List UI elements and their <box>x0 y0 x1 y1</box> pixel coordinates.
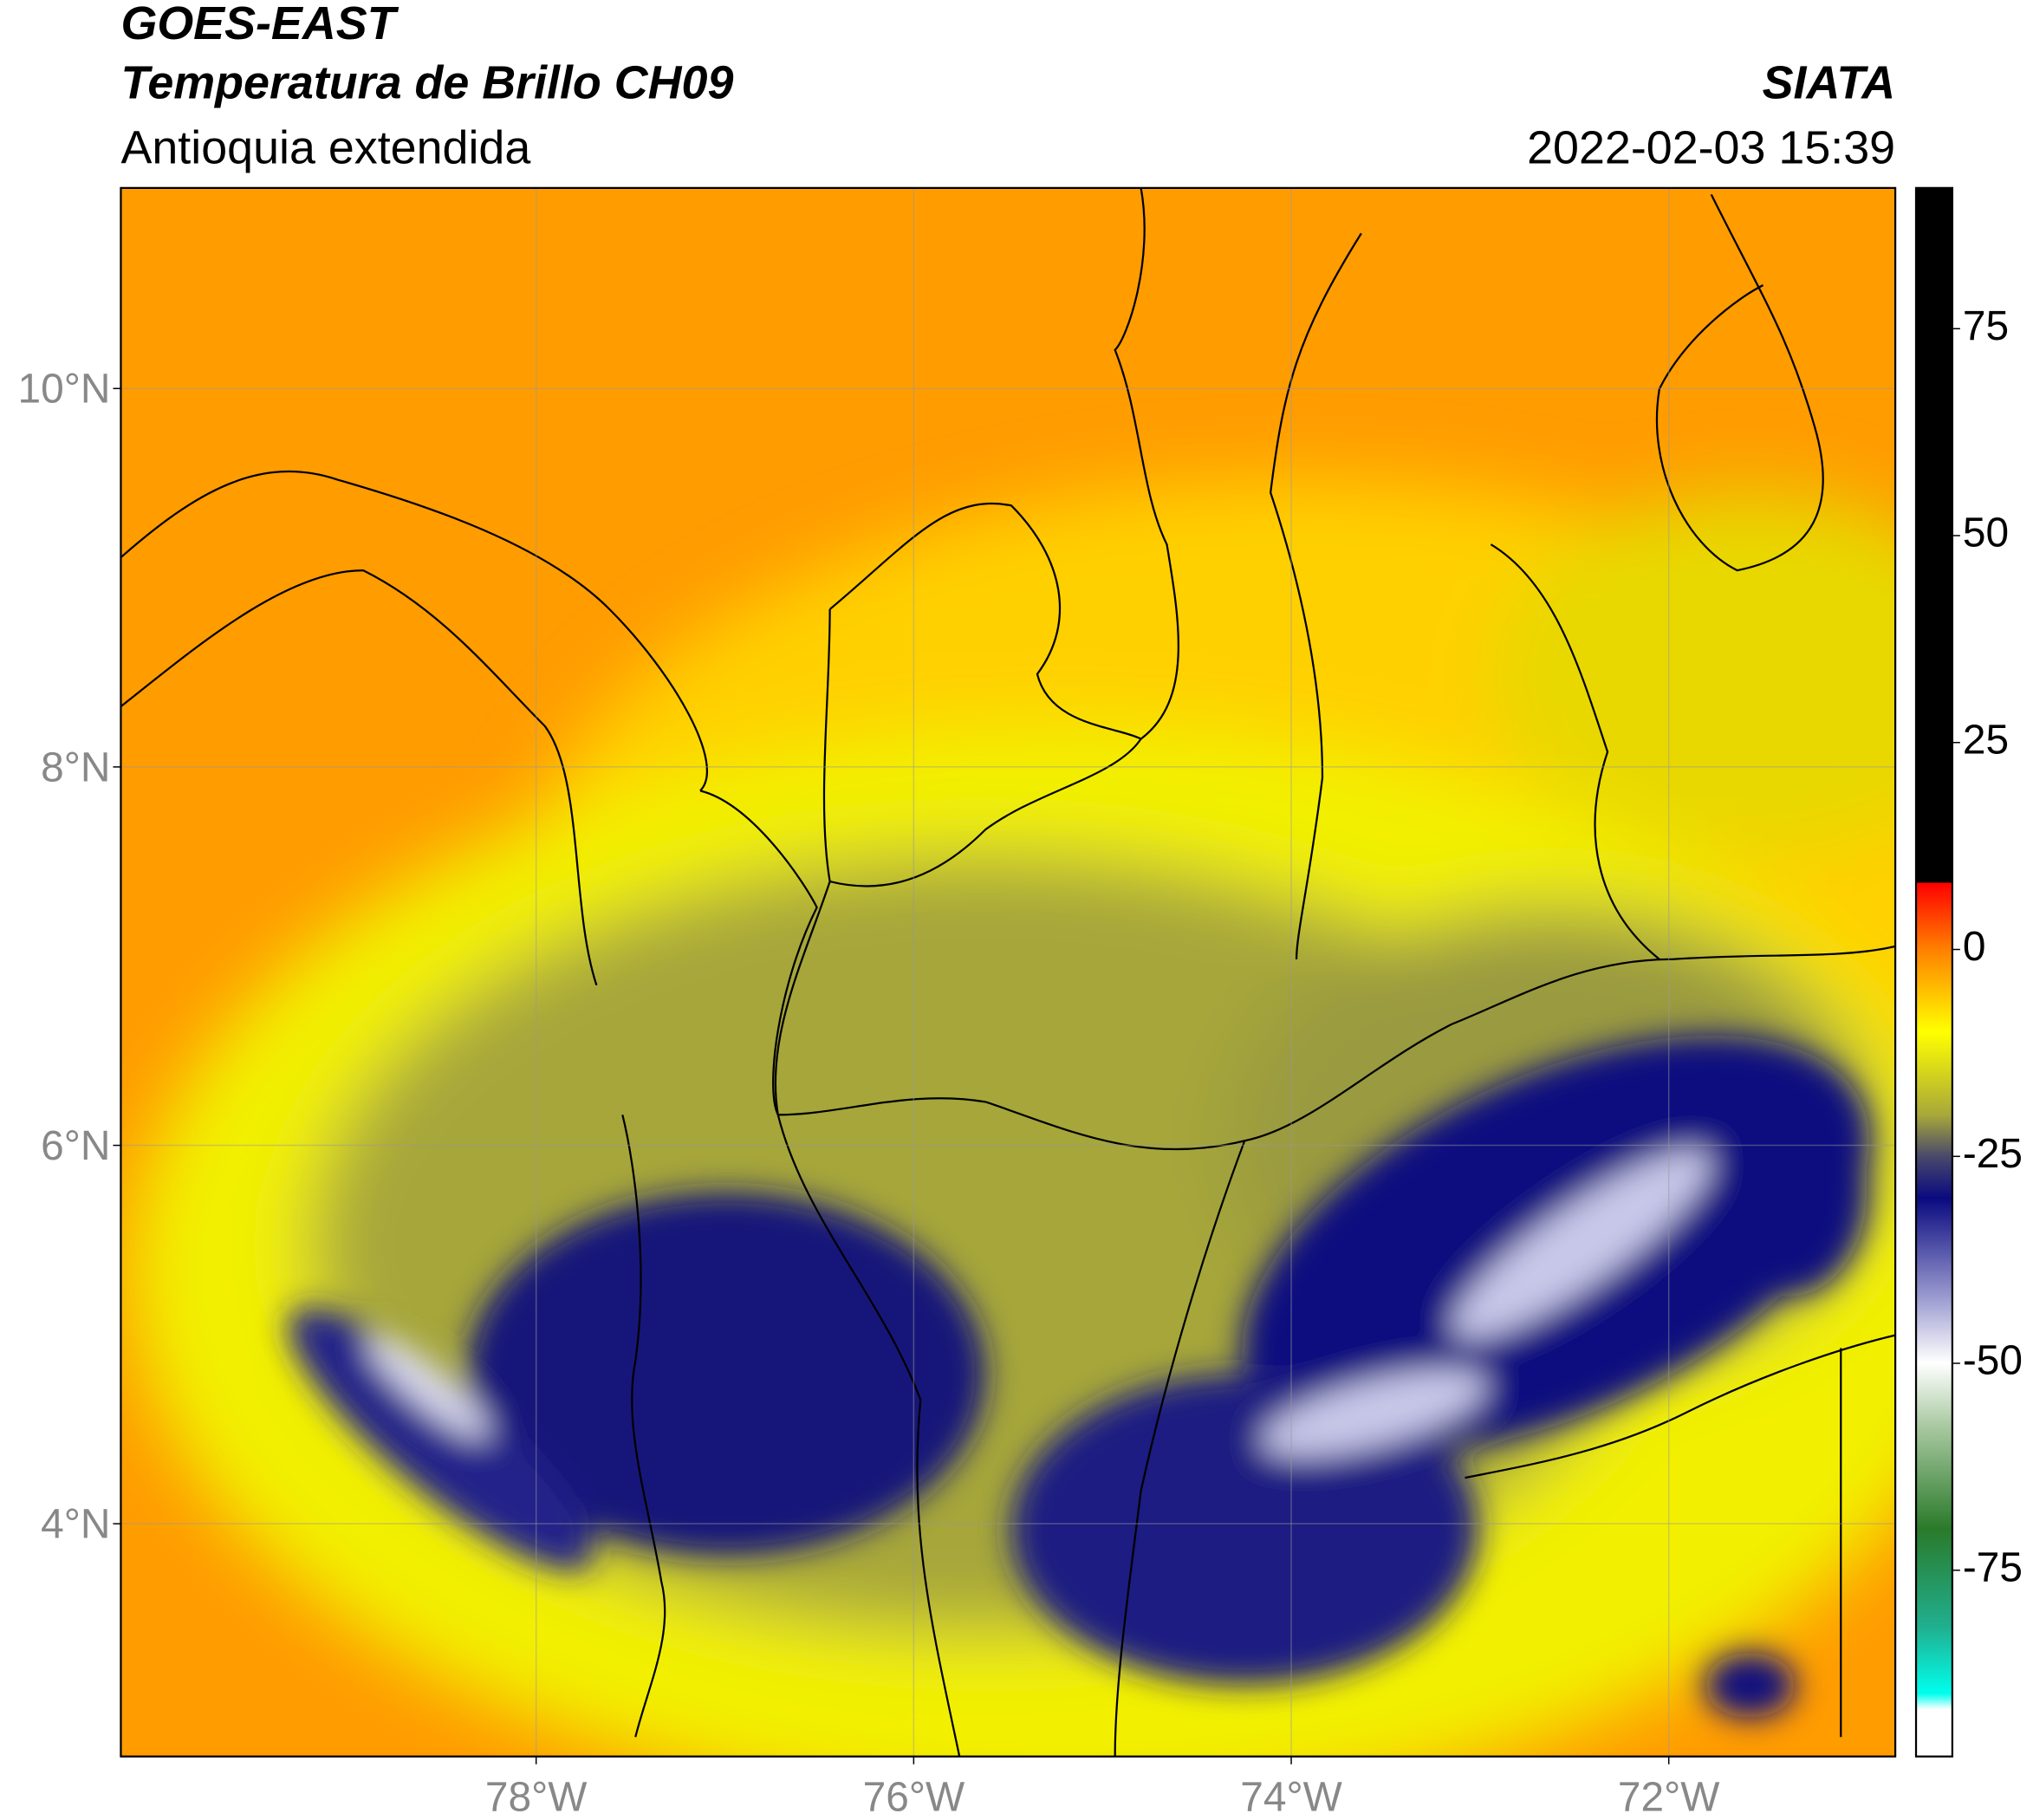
subtitle: Temperatura de Brillo CH09 <box>120 57 733 109</box>
borders <box>120 187 1896 1757</box>
colorbar-tick-label: 25 <box>1963 717 2009 763</box>
x-tick-label: 72°W <box>1618 1775 1720 1820</box>
y-tick-label: 6°N <box>41 1123 110 1169</box>
y-tick-label: 10°N <box>18 367 111 413</box>
colorbar <box>1914 186 1954 1758</box>
colorbar-tick-label: -25 <box>1963 1131 2023 1177</box>
colorbar-tick-label: 0 <box>1963 924 1986 970</box>
title: GOES-EAST <box>120 0 399 49</box>
colorbar-tick-label: -50 <box>1963 1338 2023 1384</box>
source: SIATA <box>1763 57 1896 109</box>
colorbar-tick-label: -75 <box>1963 1544 2023 1590</box>
x-tick-label: 74°W <box>1240 1775 1342 1820</box>
x-tick-label: 78°W <box>485 1775 588 1820</box>
y-tick-label: 8°N <box>41 744 110 790</box>
colorbar-tick-label: 75 <box>1963 303 2009 349</box>
y-tick-label: 4°N <box>41 1502 110 1548</box>
map-image <box>120 187 1896 1757</box>
datetime: 2022-02-03 15:39 <box>1527 121 1895 173</box>
grid <box>120 187 1896 1757</box>
map-frame <box>120 186 1897 1758</box>
x-tick-label: 76°W <box>863 1775 965 1820</box>
region: Antioquia extendida <box>120 121 530 173</box>
colorbar-tick-label: 50 <box>1963 510 2009 556</box>
